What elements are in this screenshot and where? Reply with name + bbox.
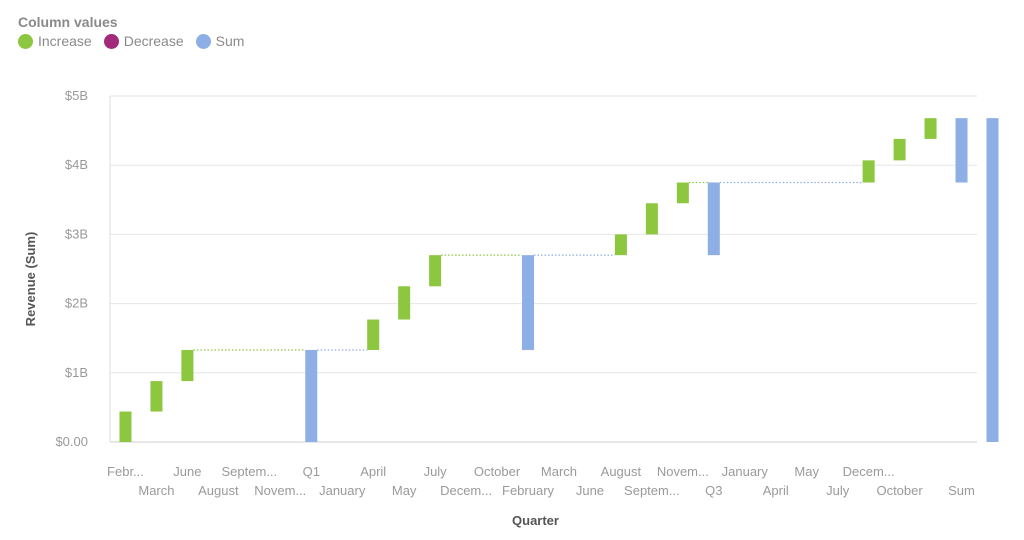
legend-label-decrease: Decrease	[123, 33, 184, 49]
increase-bar	[367, 319, 380, 350]
x-tick-label: July	[826, 483, 850, 498]
x-tick-label: Sum	[948, 483, 975, 498]
legend-item-decrease[interactable]: Decrease	[103, 33, 184, 49]
y-tick-label: $0.00	[55, 434, 88, 449]
x-axis-title: Quarter	[512, 513, 559, 528]
x-tick-label: Q1	[303, 464, 320, 479]
x-tick-label: Decem...	[440, 483, 492, 498]
increase-bar	[119, 411, 132, 442]
increase-bar	[924, 118, 937, 139]
x-tick-label: Q3	[705, 483, 722, 498]
y-tick-label: $1B	[65, 365, 88, 380]
x-tick-label: August	[198, 483, 239, 498]
x-tick-label: June	[173, 464, 201, 479]
x-tick-label: March	[138, 483, 174, 498]
increase-bar	[893, 138, 906, 161]
x-tick-label: March	[541, 464, 577, 479]
increase-bar	[614, 234, 627, 256]
legend-title: Column values	[18, 14, 118, 30]
x-tick-label: April	[763, 483, 789, 498]
y-tick-label: $5B	[65, 88, 88, 103]
x-tick-label: May	[794, 464, 819, 479]
x-tick-label: May	[392, 483, 417, 498]
sum-bar	[986, 118, 999, 443]
x-tick-label: Novem...	[657, 464, 709, 479]
x-tick-label: August	[601, 464, 642, 479]
x-tick-label: Febr...	[107, 464, 144, 479]
legend-items: Increase Decrease Sum	[18, 33, 256, 49]
x-tick-label: July	[424, 464, 448, 479]
x-tick-label: Septem...	[222, 464, 278, 479]
increase-bar	[429, 255, 442, 287]
legend-swatch-increase	[18, 33, 33, 49]
increase-bar	[645, 203, 658, 235]
increase-bar	[181, 349, 194, 382]
x-tick-label: Novem...	[254, 483, 306, 498]
x-tick-label: June	[576, 483, 604, 498]
legend-item-increase[interactable]: Increase	[18, 33, 92, 49]
y-tick-label: $2B	[65, 296, 88, 311]
increase-bar	[398, 286, 411, 320]
sum-bar	[305, 349, 318, 442]
legend-item-sum[interactable]: Sum	[195, 33, 245, 49]
legend-label-increase: Increase	[38, 33, 92, 49]
legend-label-sum: Sum	[215, 33, 245, 49]
increase-bar	[676, 182, 689, 204]
y-tick-label: $3B	[65, 226, 88, 241]
x-tick-label: October	[474, 464, 521, 479]
legend-swatch-decrease	[103, 33, 119, 49]
x-tick-label: April	[360, 464, 386, 479]
increase-bar	[150, 381, 163, 412]
y-axis-title: Revenue (Sum)	[23, 232, 38, 327]
legend: Column values Increase Decrease Sum	[18, 14, 256, 49]
sum-bar	[522, 255, 535, 350]
x-tick-label: Septem...	[624, 483, 680, 498]
sum-bar	[707, 182, 720, 256]
x-tick-label: February	[502, 483, 555, 498]
x-tick-label: Decem...	[843, 464, 895, 479]
x-tick-label: October	[876, 483, 923, 498]
legend-swatch-sum	[195, 33, 211, 49]
y-tick-label: $4B	[65, 157, 88, 172]
x-tick-label: January	[722, 464, 769, 479]
sum-bar	[955, 118, 968, 183]
x-tick-label: January	[319, 483, 366, 498]
increase-bar	[862, 160, 875, 183]
